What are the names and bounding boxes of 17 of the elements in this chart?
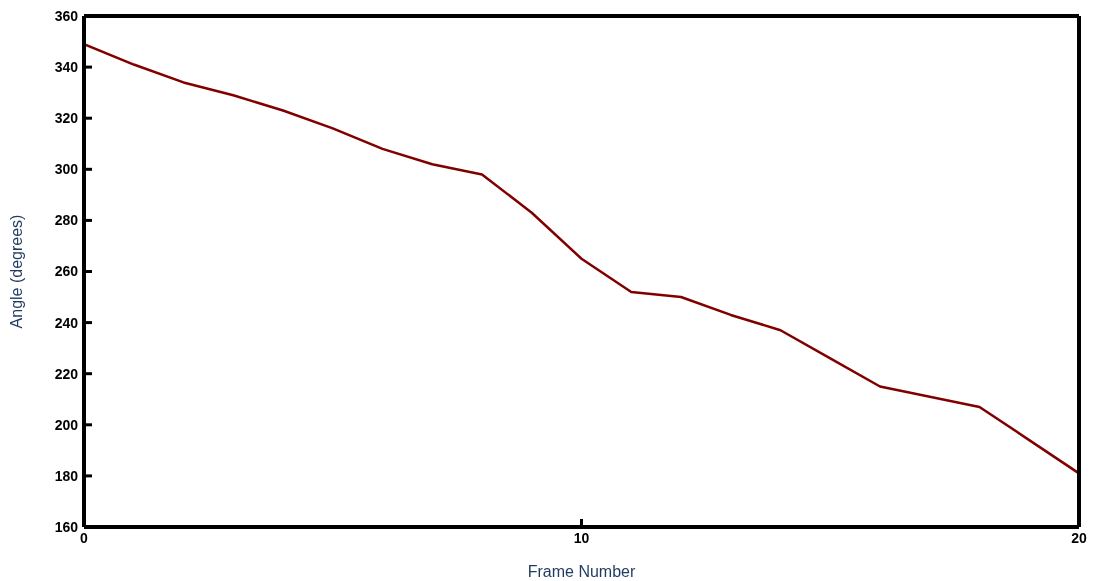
line-series: [84, 42, 1079, 475]
x-tick-label: 20: [1071, 529, 1087, 546]
x-axis-title: Frame Number: [527, 563, 636, 580]
y-tick-label: 220: [54, 365, 79, 382]
y-tick-label: 300: [54, 161, 79, 178]
y-tick-label: 160: [54, 518, 79, 535]
x-tick-label: 10: [573, 529, 590, 546]
y-tick-label: 180: [54, 467, 79, 484]
y-tick-label: 280: [54, 212, 79, 229]
y-tick-label: 200: [54, 416, 79, 433]
y-axis-title: Angle (degrees): [7, 214, 25, 329]
y-tick-label: 240: [54, 314, 79, 331]
y-tick-label: 320: [54, 110, 79, 127]
y-tick-label: 260: [54, 263, 79, 280]
x-tick-label: 0: [80, 529, 89, 546]
y-tick-label: 340: [54, 59, 79, 76]
y-tick-label: 360: [54, 7, 79, 24]
